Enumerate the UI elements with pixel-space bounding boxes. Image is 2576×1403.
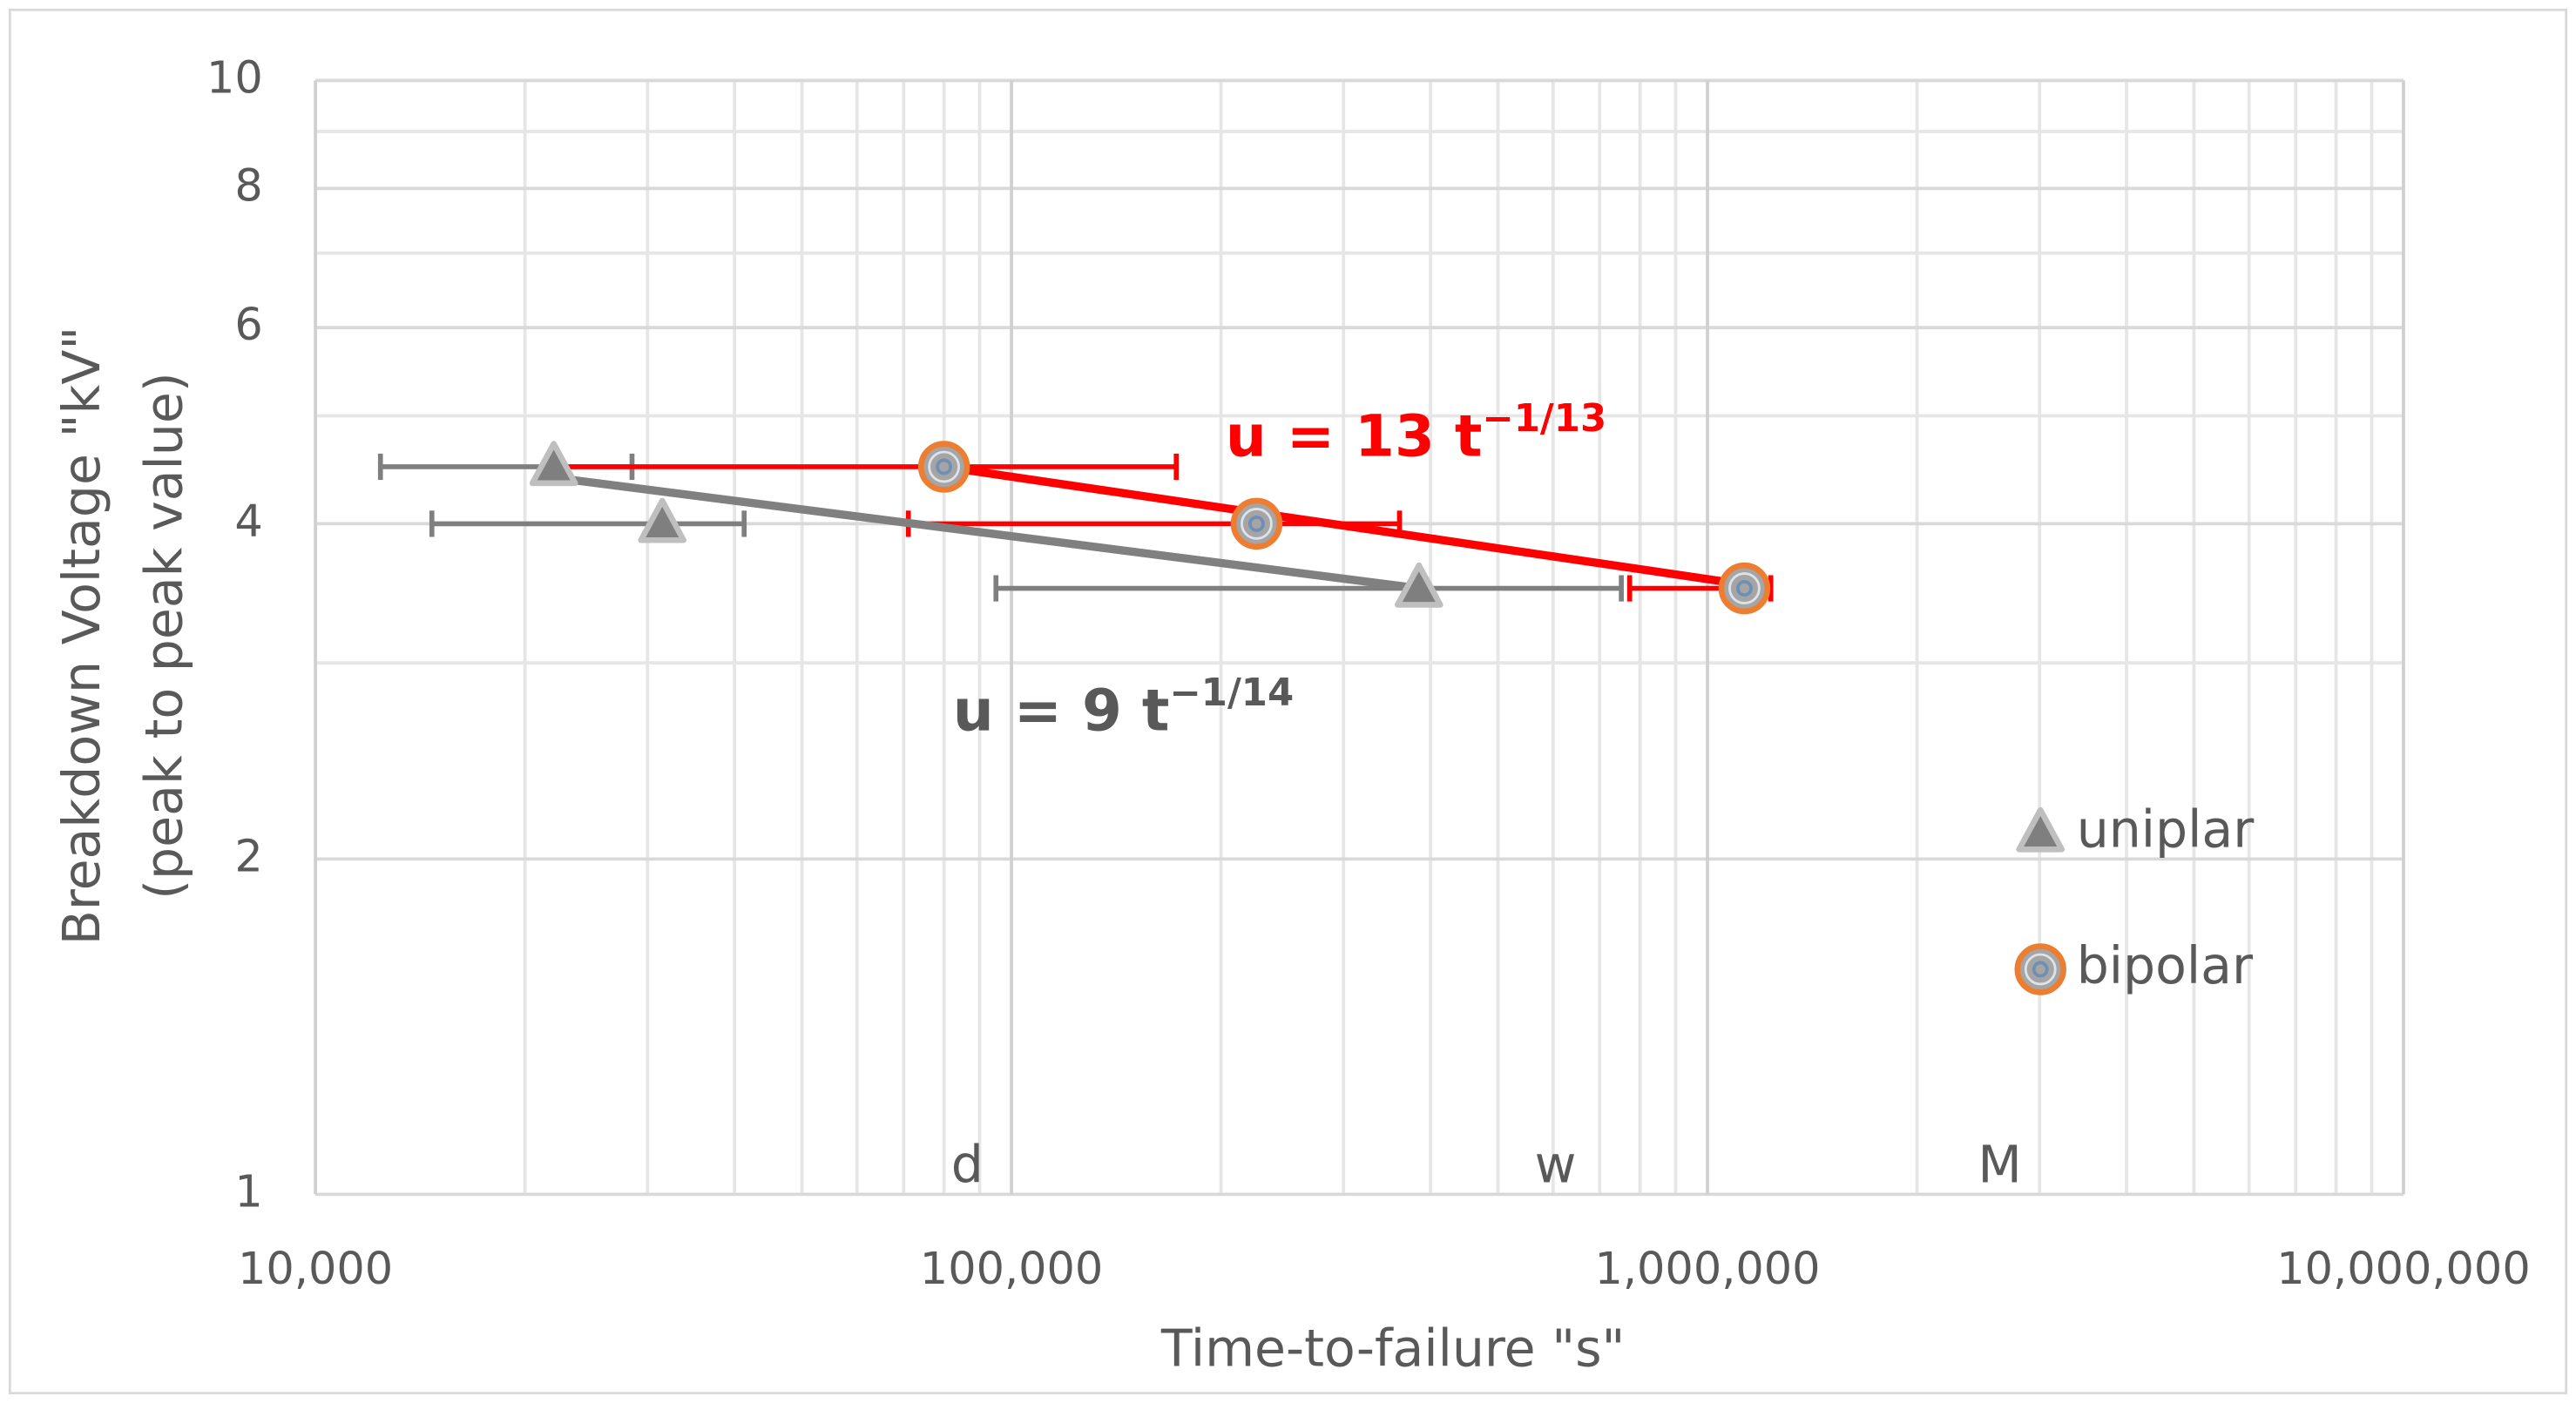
marker: [638, 497, 687, 543]
marker: [1718, 562, 1771, 615]
annotation: w: [1535, 1135, 1577, 1194]
trendline: [943, 462, 1771, 593]
x-tick-label: 100,000: [920, 1244, 1103, 1295]
marker: [917, 441, 970, 493]
marker-center: [1248, 515, 1265, 532]
x-axis-title: Time-to-failure "s": [1160, 1319, 1626, 1379]
marker-core: [1728, 572, 1761, 604]
trendline-exponent: −1/14: [1169, 671, 1294, 714]
trendline-label: u = 9 t−1/14: [953, 671, 1294, 744]
marker-center: [936, 458, 953, 476]
marker: [1394, 562, 1444, 608]
marker-shape: [638, 497, 687, 543]
marker-shape: [529, 441, 578, 487]
marker-core: [2024, 953, 2057, 986]
error-bar: [993, 575, 1624, 602]
y-tick-label: 10: [206, 52, 263, 104]
annotation: d: [951, 1135, 984, 1194]
trendline: [553, 473, 1420, 593]
annotation: M: [1978, 1135, 2021, 1194]
marker-core: [1241, 508, 1273, 540]
y-tick-label: 1: [234, 1166, 262, 1218]
legend-label: uniplar: [2077, 800, 2255, 860]
marker-core: [928, 450, 961, 483]
y-tick-label: 8: [234, 160, 262, 212]
x-tick-label: 1,000,000: [1594, 1244, 1820, 1295]
trendline-formula: u = 13 t: [1226, 403, 1483, 470]
y-tick-label: 6: [234, 300, 262, 351]
marker: [1230, 497, 1283, 550]
marker-shape: [2016, 806, 2066, 853]
marker: [529, 441, 578, 487]
chart-border: [8, 8, 2568, 1395]
marker-center: [2032, 961, 2049, 978]
error-bar: [429, 510, 747, 537]
marker: [2016, 806, 2066, 853]
trendline-exponent: −1/13: [1482, 396, 1606, 440]
x-tick-label: 10,000: [238, 1244, 393, 1295]
legend-label: bipolar: [2077, 936, 2254, 995]
x-tick-label: 10,000,000: [2276, 1244, 2530, 1295]
marker-shape: [1394, 562, 1444, 608]
y-tick-label: 4: [234, 496, 262, 547]
y-axis-title: Breakdown Voltage "kV": [52, 327, 112, 946]
marker-center: [1735, 580, 1753, 597]
y-axis-title: (peak to peak value): [134, 372, 193, 899]
trendline-formula: u = 9 t: [953, 678, 1170, 745]
y-tick-label: 2: [234, 831, 262, 882]
marker: [2014, 943, 2066, 995]
trendline-label: u = 13 t−1/13: [1226, 396, 1606, 469]
